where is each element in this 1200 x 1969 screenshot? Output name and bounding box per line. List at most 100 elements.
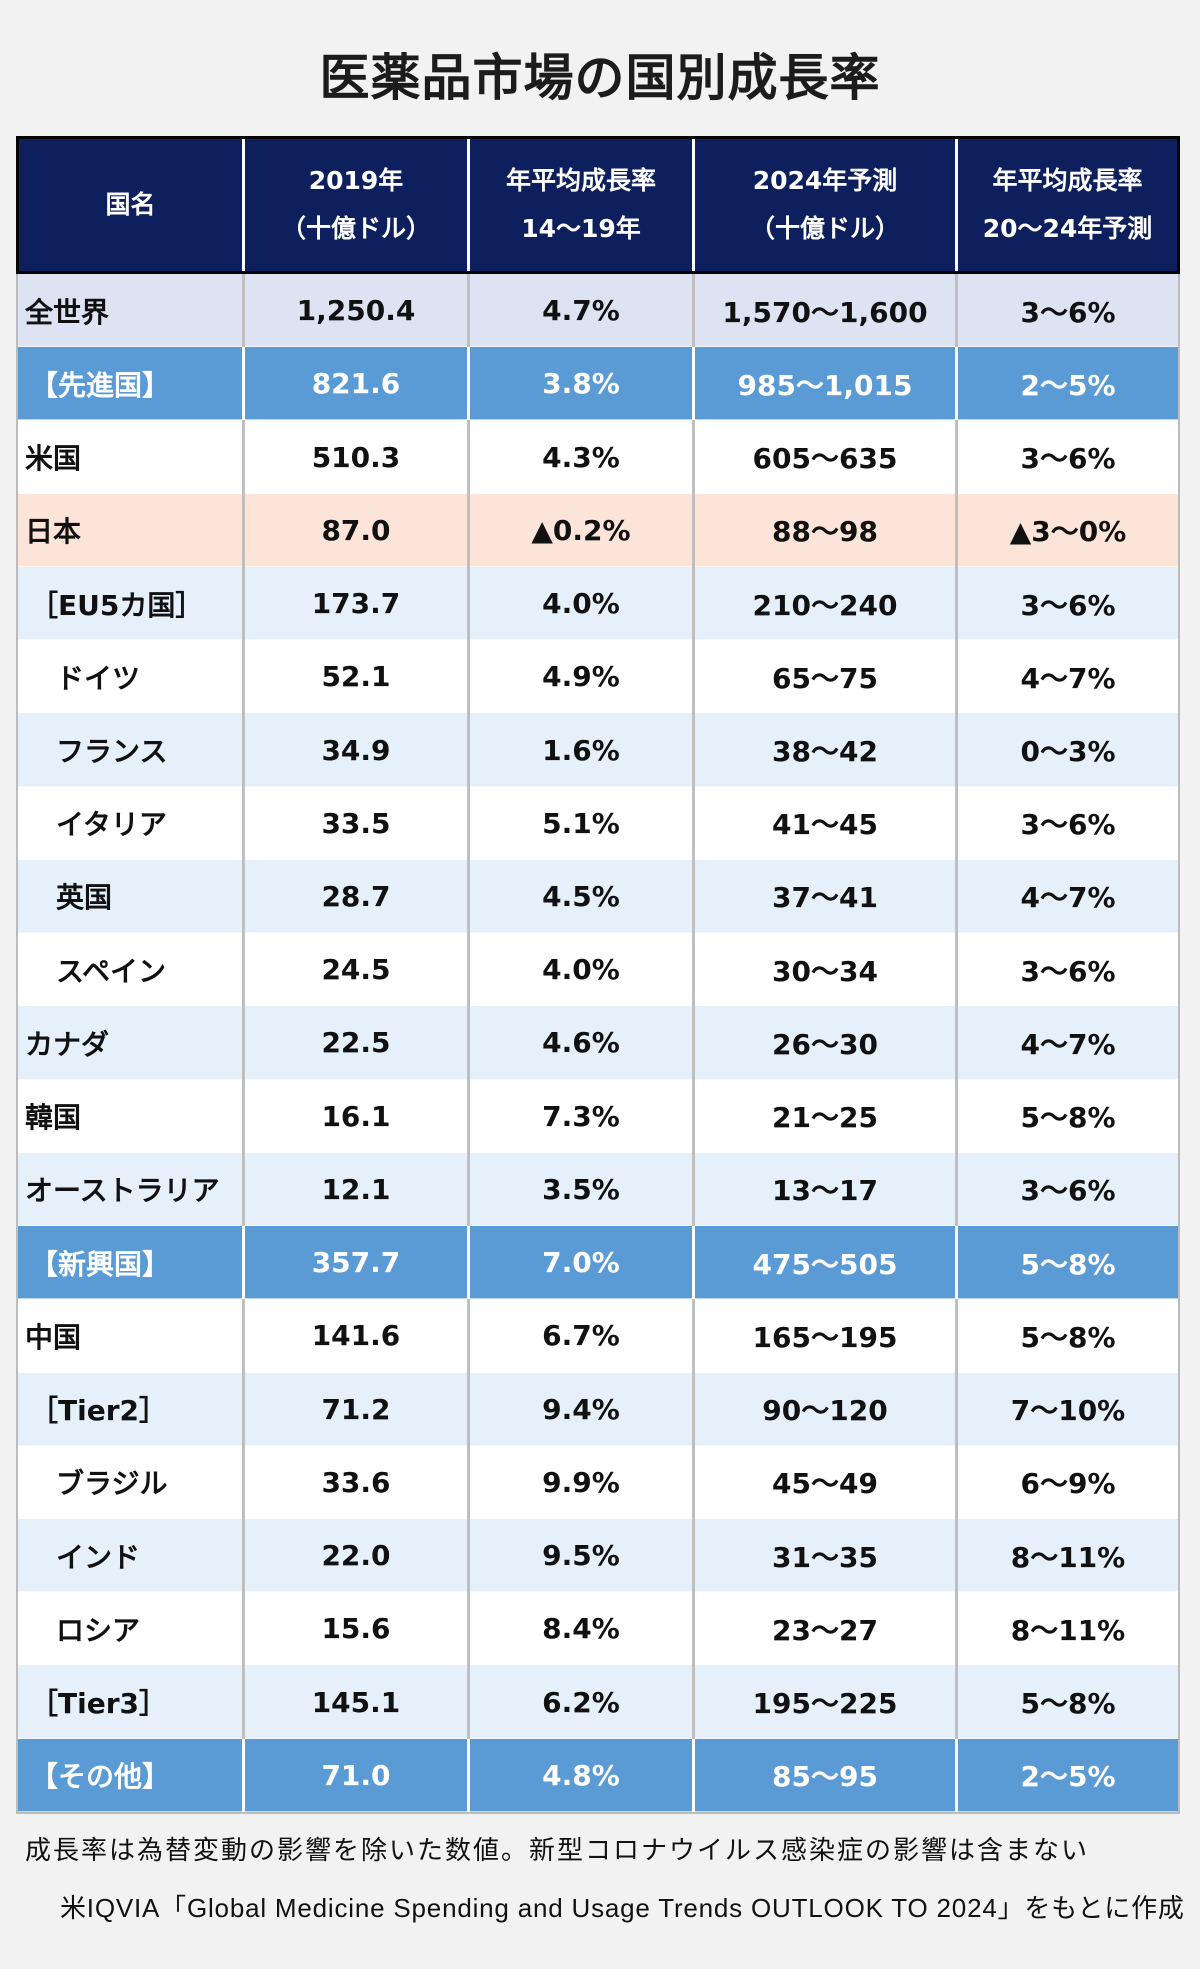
table-row: ドイツ 52.1 4.9% 65～75 4～7% [18,640,1178,714]
page-title: 医薬品市場の国別成長率 [319,49,881,107]
country-name: ［EU5カ国］ [30,588,204,622]
forecast-2024: 475～505 [692,1226,955,1300]
cagr-2020-2024: ▲3～0% [955,493,1178,567]
table-row: ［EU5カ国］ 173.7 4.0% 210～240 3～6% [18,566,1178,641]
table-row: 日本 87.0 ▲0.2% 88～98 ▲3～0% [18,493,1178,567]
country-name: 【新興国】 [30,1247,171,1281]
table-row: 全世界 1,250.4 4.7% 1,570～1,600 3～6% [18,274,1178,348]
header-period: 20～24年予測 [982,214,1153,243]
cagr-2020-2024: 5～8% [955,1079,1178,1153]
country-name: スペイン [56,954,167,988]
forecast-2024: 65～75 [692,640,955,714]
table-row: スペイン 24.5 4.0% 30～34 3～6% [18,933,1178,1007]
forecast-2024: 605～635 [692,420,955,494]
table-row: イタリア 33.5 5.1% 41～45 3～6% [18,786,1178,860]
source-credit: 米IQVIA「Global Medicine Spending and Usag… [60,1893,1185,1923]
value-2019: 33.5 [242,786,467,860]
forecast-2024: 13～17 [692,1152,955,1227]
forecast-2024: 45～49 [692,1445,955,1519]
header-label: 2019年 [308,166,404,195]
header-period: 14～19年 [521,214,641,243]
country-name: 英国 [56,881,113,915]
country-name: フランス [56,735,168,769]
cagr-2014-2019: ▲0.2% [467,493,692,567]
value-2019: 22.0 [242,1518,467,1593]
header-label: 2024年予測 [752,166,898,195]
cagr-2020-2024: 6～9% [955,1445,1178,1519]
forecast-2024: 38～42 [692,713,955,787]
value-2019: 28.7 [242,859,467,934]
cagr-2020-2024: 3～6% [955,274,1178,348]
country-name: 韓国 [25,1101,82,1135]
table-row: フランス 34.9 1.6% 38～42 0～3% [18,713,1178,787]
value-2019: 52.1 [242,640,467,714]
forecast-2024: 26～30 [692,1006,955,1080]
cagr-2020-2024: 2～5% [955,347,1178,421]
cagr-2020-2024: 4～7% [955,640,1178,714]
cagr-2014-2019: 3.8% [467,347,692,421]
table-row: ロシア 15.6 8.4% 23～27 8～11% [18,1592,1178,1666]
value-2019: 34.9 [242,713,467,787]
forecast-2024: 985～1,015 [692,347,955,421]
cagr-2014-2019: 9.9% [467,1445,692,1519]
cagr-2014-2019: 3.5% [467,1152,692,1227]
cagr-2014-2019: 5.1% [467,786,692,860]
growth-table: 国名 2019年 （十億ドル） 年平均成長率 14～19年 2024年予測 （十… [16,136,1180,1814]
country-name: 米国 [25,442,82,476]
cagr-2014-2019: 4.7% [467,274,692,348]
value-2019: 357.7 [242,1226,467,1300]
value-2019: 71.0 [242,1738,467,1812]
cagr-2020-2024: 2～5% [955,1738,1178,1812]
forecast-2024: 90～120 [692,1372,955,1446]
footnote: 成長率は為替変動の影響を除いた数値。新型コロナウイルス感染症の影響は含まない [25,1836,1090,1866]
cagr-2020-2024: 4～7% [955,1006,1178,1080]
cagr-2014-2019: 1.6% [467,713,692,787]
cagr-2020-2024: 4～7% [955,859,1178,934]
cagr-2020-2024: 0～3% [955,713,1178,787]
forecast-2024: 1,570～1,600 [692,274,955,348]
value-2019: 821.6 [242,347,467,421]
table-row: ［Tier3］ 145.1 6.2% 195～225 5～8% [18,1665,1178,1739]
table-row: 【その他】 71.0 4.8% 85～95 2～5% [18,1738,1178,1812]
country-name: オーストラリア [25,1174,220,1208]
header-label: 年平均成長率 [505,166,656,195]
forecast-2024: 88～98 [692,493,955,567]
cagr-2014-2019: 8.4% [467,1592,692,1666]
cagr-2014-2019: 4.3% [467,420,692,494]
value-2019: 16.1 [242,1079,467,1153]
cagr-2014-2019: 9.4% [467,1372,692,1446]
forecast-2024: 41～45 [692,786,955,860]
value-2019: 145.1 [242,1665,467,1739]
country-name: 全世界 [25,295,110,329]
cagr-2014-2019: 4.9% [467,640,692,714]
table-row: ［Tier2］ 71.2 9.4% 90～120 7～10% [18,1372,1178,1446]
cagr-2014-2019: 6.2% [467,1665,692,1739]
value-2019: 173.7 [242,566,467,641]
table-row: 【新興国】 357.7 7.0% 475～505 5～8% [18,1226,1178,1300]
country-name: 中国 [25,1320,82,1354]
cagr-2020-2024: 5～8% [955,1226,1178,1300]
cagr-2020-2024: 8～11% [955,1518,1178,1593]
header-cagr-2014-2019: 年平均成長率 14～19年 [467,139,692,271]
cagr-2020-2024: 3～6% [955,786,1178,860]
table-row: ブラジル 33.6 9.9% 45～49 6～9% [18,1445,1178,1519]
header-unit: （十億ドル） [280,214,431,243]
country-name: インド [56,1540,141,1574]
country-name: 【その他】 [30,1760,171,1794]
value-2019: 510.3 [242,420,467,494]
forecast-2024: 30～34 [692,933,955,1007]
country-name: ブラジル [56,1467,168,1501]
cagr-2014-2019: 6.7% [467,1299,692,1373]
cagr-2020-2024: 5～8% [955,1299,1178,1373]
cagr-2014-2019: 9.5% [467,1518,692,1593]
forecast-2024: 31～35 [692,1518,955,1593]
country-name: ドイツ [56,661,141,695]
header-label: 国名 [105,190,156,219]
country-name: ［Tier2］ [30,1394,167,1428]
table-body: 全世界 1,250.4 4.7% 1,570～1,600 3～6% 【先進国】 … [16,274,1180,1814]
value-2019: 33.6 [242,1445,467,1519]
table-row: オーストラリア 12.1 3.5% 13～17 3～6% [18,1152,1178,1227]
forecast-2024: 210～240 [692,566,955,641]
cagr-2014-2019: 4.0% [467,933,692,1007]
value-2019: 24.5 [242,933,467,1007]
